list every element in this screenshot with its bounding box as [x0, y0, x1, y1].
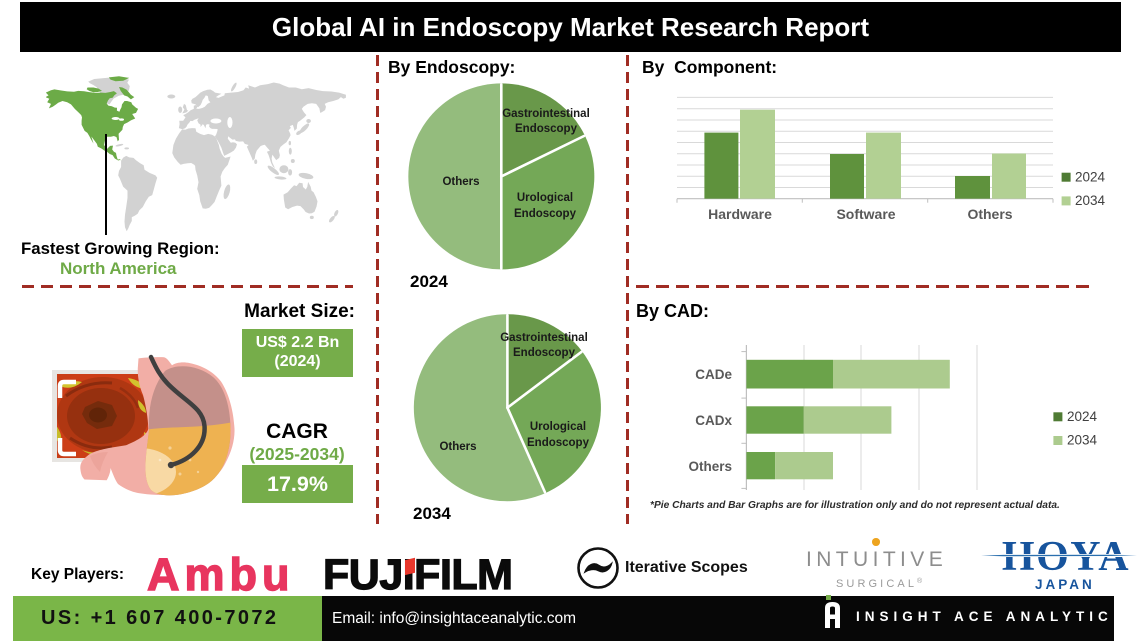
svg-text:2034: 2034	[1075, 193, 1106, 208]
svg-text:Gastrointestinal: Gastrointestinal	[500, 332, 588, 344]
svg-text:Gastrointestinal: Gastrointestinal	[502, 108, 590, 120]
svg-text:Others: Others	[439, 441, 476, 453]
svg-text:2034: 2034	[1067, 433, 1098, 448]
svg-text:Others: Others	[967, 206, 1012, 222]
svg-text:Endoscopy: Endoscopy	[515, 123, 578, 135]
svg-text:Others: Others	[688, 459, 732, 474]
svg-text:CADe: CADe	[695, 367, 732, 382]
svg-text:Software: Software	[836, 206, 895, 222]
svg-text:Endoscopy: Endoscopy	[527, 437, 590, 449]
svg-text:Hardware: Hardware	[708, 206, 772, 222]
svg-text:2024: 2024	[1067, 409, 1098, 424]
svg-text:Endoscopy: Endoscopy	[514, 208, 577, 220]
svg-text:Urological: Urological	[530, 421, 586, 433]
svg-text:2024: 2024	[1075, 170, 1106, 185]
svg-text:Urological: Urological	[517, 192, 573, 204]
svg-text:Others: Others	[442, 176, 479, 188]
svg-text:CADx: CADx	[695, 413, 732, 428]
svg-text:Endoscopy: Endoscopy	[513, 347, 576, 359]
